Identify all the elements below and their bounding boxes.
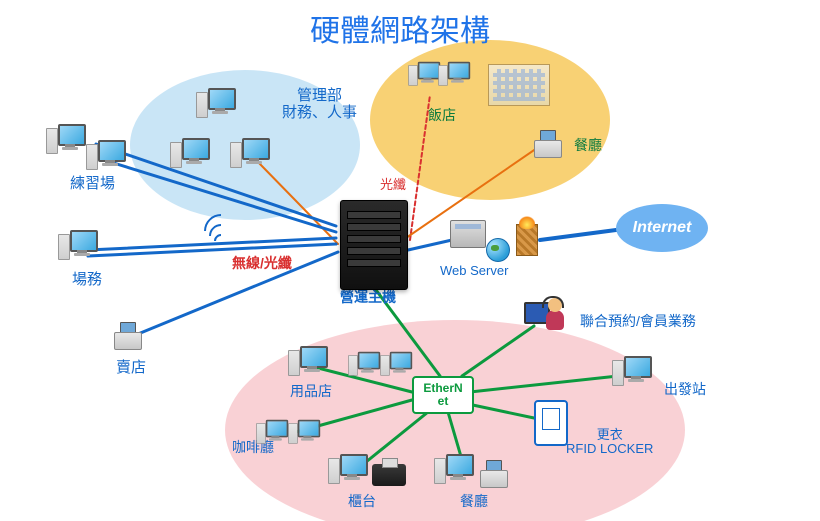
wifi-icon xyxy=(206,218,236,248)
building-icon xyxy=(488,64,550,106)
label-fiber: 光纖 xyxy=(380,178,406,192)
pc-icon xyxy=(290,346,328,384)
label-restaurant: 餐廳 xyxy=(460,494,488,509)
locker-icon xyxy=(534,400,568,446)
pc-icon xyxy=(410,62,440,92)
label-shop: 賣店 xyxy=(116,360,146,377)
label-wireless: 無線/光纖 xyxy=(232,256,292,271)
label-counter: 櫃台 xyxy=(348,494,376,509)
label-locker: 更衣 RFID LOCKER xyxy=(566,428,653,457)
pc-icon xyxy=(350,352,380,382)
pc-icon xyxy=(172,138,210,176)
pos-terminal-icon xyxy=(530,130,566,160)
firewall-icon xyxy=(516,224,538,256)
pc-icon xyxy=(60,230,98,268)
globe-icon xyxy=(486,238,510,262)
diagram-canvas: 硬體網路架構 管理部 財務、人事 飯店 餐廳 光纖 營運主機 Web Serve… xyxy=(0,0,820,521)
agent-icon xyxy=(524,298,564,338)
printer-icon xyxy=(372,464,406,486)
label-main-server: 營運主機 xyxy=(340,290,396,305)
pos-terminal-icon xyxy=(476,460,512,490)
pc-icon xyxy=(48,124,86,162)
pc-icon xyxy=(198,88,236,126)
pos-terminal-icon xyxy=(110,322,146,352)
label-mgmt: 管理部 財務、人事 xyxy=(282,88,357,121)
label-agent: 聯合預約/會員業務 xyxy=(580,314,696,329)
label-practice: 練習場 xyxy=(70,176,115,193)
pc-icon xyxy=(330,454,368,492)
pc-icon xyxy=(614,356,652,394)
label-supply: 用品店 xyxy=(290,384,332,399)
pc-icon xyxy=(232,138,270,176)
web-server-icon xyxy=(450,220,486,248)
pc-icon xyxy=(88,140,126,178)
label-web-server: Web Server xyxy=(440,264,508,278)
pc-icon xyxy=(436,454,474,492)
pc-icon xyxy=(258,420,288,450)
pc-icon xyxy=(290,420,320,450)
server-rack-icon xyxy=(340,200,408,290)
pc-icon xyxy=(382,352,412,382)
label-departure: 出發站 xyxy=(664,382,706,397)
label-hotel-restaurant: 餐廳 xyxy=(574,138,602,153)
pc-icon xyxy=(440,62,470,92)
internet-cloud-icon: Internet xyxy=(616,204,708,252)
diagram-title: 硬體網路架構 xyxy=(310,6,490,50)
label-field: 場務 xyxy=(72,272,102,289)
label-hotel: 飯店 xyxy=(428,108,456,123)
ethernet-switch-icon: EtherNet xyxy=(412,376,474,414)
